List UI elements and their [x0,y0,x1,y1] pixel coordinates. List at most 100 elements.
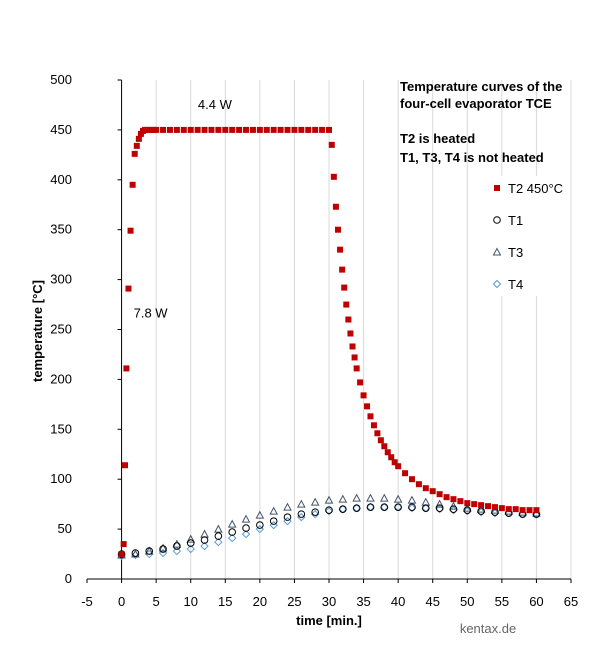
point-square-60 [374,430,381,437]
point-square-54 [353,365,360,372]
legend-label-2: T3 [508,245,523,260]
point-square-68 [408,476,415,483]
point-circle-23 [435,504,444,512]
point-triangle-11 [269,506,279,515]
x-tick-label-7: 30 [322,594,336,609]
point-square-42 [328,141,335,148]
point-circle-0 [117,550,126,558]
point-square-26 [222,126,229,133]
legend-label-1: T1 [508,213,523,228]
grid [155,80,572,579]
point-square-3 [123,365,130,372]
point-square-58 [367,413,374,420]
y-tick-label-9: 450 [50,122,72,137]
point-triangle-14 [310,497,320,506]
point-circle-20 [394,503,402,511]
data-points [117,126,541,561]
point-square-85 [526,507,533,514]
point-square-73 [443,494,450,501]
point-square-44 [332,203,339,210]
point-square-6 [129,181,136,188]
point-diamond-15 [324,506,334,516]
point-square-37 [298,126,305,133]
y-tick-label-2: 100 [50,471,72,486]
point-triangle-3 [158,543,168,552]
x-tick-labels: -5 0 5 10 15 20 25 30 35 40 45 50 55 60 65 [81,579,578,609]
point-circle-19 [380,503,389,511]
point-square-32 [263,126,270,133]
point-circle-2 [145,547,154,555]
x-tick-label-0: -5 [81,594,93,609]
legend-marker-0 [494,185,500,191]
point-triangle-10 [255,510,265,519]
point-triangle-9 [241,514,251,523]
point-square-51 [347,330,354,337]
point-square-64 [388,454,395,461]
point-square-24 [208,126,215,133]
annotation-1: 7.8 W [134,306,169,321]
point-square-23 [201,126,208,133]
point-square-40 [319,126,326,133]
point-square-25 [215,126,222,133]
chart-subtitle-line-1: T2 is heated [400,131,475,146]
y-tick-labels: 0 50 100 150 200 250 300 350 400 450 500 [50,72,122,586]
point-diamond-23 [435,504,444,514]
point-square-19 [173,126,180,133]
point-square-84 [519,507,526,514]
point-diamond-9 [241,529,251,539]
point-circle-24 [449,505,458,513]
point-square-28 [236,126,243,133]
x-tick-label-3: 10 [183,594,197,609]
point-square-38 [305,126,312,133]
point-square-79 [485,503,492,510]
point-square-17 [160,126,167,133]
point-square-2 [122,462,129,469]
point-circle-1 [131,549,140,557]
point-diamond-6 [200,541,209,551]
legend-background [488,176,558,296]
point-triangle-20 [393,494,403,503]
x-axis-title: time [min.] [296,613,362,628]
point-circle-9 [242,524,250,532]
point-circle-8 [228,528,236,536]
x-tick-label-2: 5 [153,594,160,609]
point-square-46 [337,246,344,253]
x-tick-label-10: 45 [425,594,439,609]
x-tick-label-13: 60 [529,594,543,609]
point-triangle-15 [324,495,334,504]
point-circle-18 [366,503,375,511]
point-diamond-7 [214,537,223,547]
chart-title-line-1: Temperature curves of the [400,79,562,94]
legend-marker-1 [493,216,501,224]
point-square-7 [131,150,138,157]
chart-title-line-2: four-cell evaporator TCE [400,96,552,111]
point-triangle-1 [131,549,140,558]
point-circle-17 [352,504,361,512]
point-square-9 [135,135,142,142]
y-tick-label-10: 500 [50,72,72,87]
point-diamond-21 [407,503,417,513]
point-circle-4 [173,542,181,550]
point-square-66 [395,463,402,470]
point-square-52 [349,343,356,350]
point-square-47 [339,266,346,273]
point-triangle-23 [435,499,444,508]
point-square-43 [330,173,337,180]
point-square-70 [422,485,429,492]
y-tick-label-0: 0 [65,571,72,586]
x-tick-label-11: 50 [460,594,474,609]
point-circle-7 [214,532,223,540]
point-triangle-17 [352,493,361,502]
point-triangle-26 [476,504,486,513]
point-square-56 [360,392,367,399]
point-triangle-13 [297,499,306,508]
point-diamond-4 [172,546,182,556]
point-square-69 [415,481,422,488]
point-diamond-8 [227,533,237,543]
point-square-21 [187,126,194,133]
point-square-31 [256,126,263,133]
point-square-20 [180,126,187,133]
point-square-29 [243,126,250,133]
point-triangle-5 [186,534,196,543]
